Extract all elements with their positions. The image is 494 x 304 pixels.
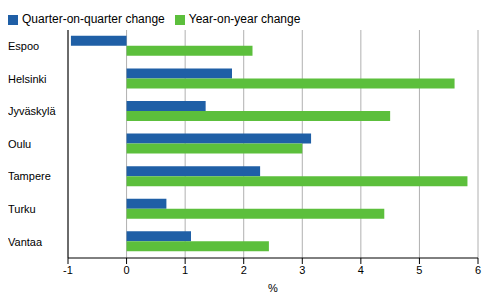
svg-text:Jyväskylä: Jyväskylä: [8, 105, 57, 117]
svg-text:5: 5: [416, 264, 422, 276]
svg-text:%: %: [268, 282, 278, 294]
svg-text:Turku: Turku: [8, 203, 36, 215]
svg-text:3: 3: [299, 264, 305, 276]
svg-text:-1: -1: [63, 264, 73, 276]
svg-text:6: 6: [475, 264, 481, 276]
svg-text:Tampere: Tampere: [8, 170, 51, 182]
svg-text:Oulu: Oulu: [8, 138, 31, 150]
svg-text:4: 4: [358, 264, 364, 276]
svg-text:Espoo: Espoo: [8, 40, 39, 52]
svg-text:1: 1: [182, 264, 188, 276]
html-text:Year-on-year change: Year-on-year change: [188, 12, 301, 26]
svg-text:Vantaa: Vantaa: [8, 236, 43, 248]
svg-text:Helsinki: Helsinki: [8, 73, 47, 85]
svg-text:0: 0: [124, 264, 130, 276]
svg-text:2: 2: [241, 264, 247, 276]
html-text:Quarter-on-quarter change: Quarter-on-quarter change: [22, 12, 165, 26]
